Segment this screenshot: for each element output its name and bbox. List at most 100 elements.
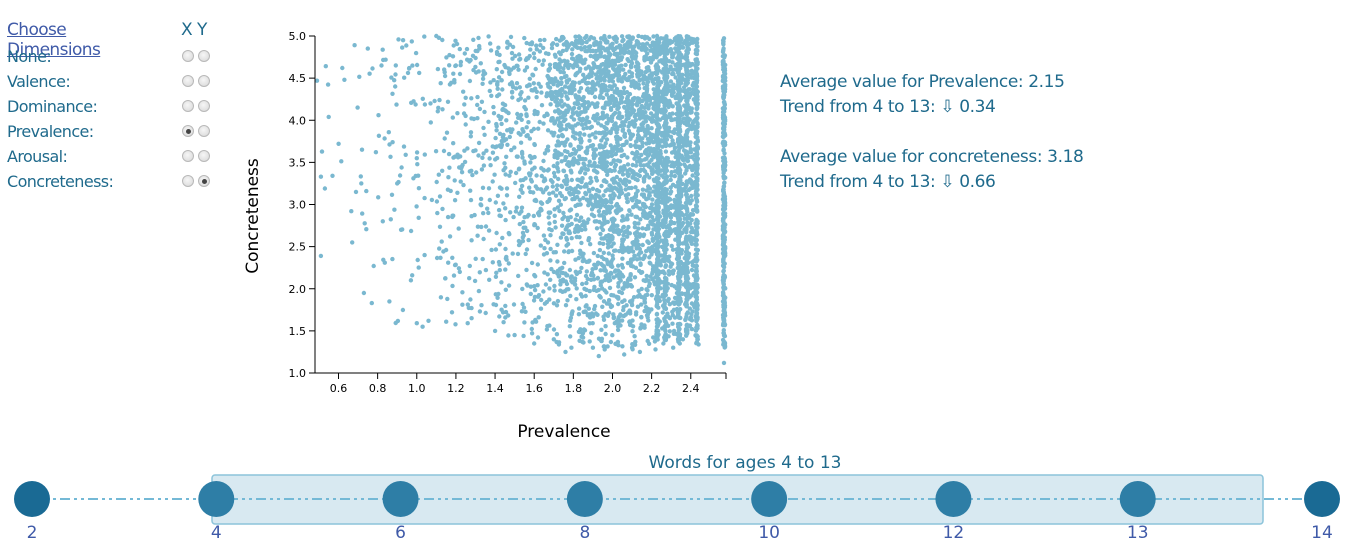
data-point — [573, 71, 579, 77]
data-point — [649, 221, 655, 227]
data-point — [511, 302, 517, 307]
data-point — [626, 231, 631, 236]
data-point — [376, 195, 381, 200]
data-point — [643, 133, 648, 138]
data-point — [588, 175, 593, 181]
data-point — [530, 73, 536, 78]
data-point — [526, 120, 531, 125]
data-point — [414, 321, 419, 326]
y-radio[interactable] — [198, 75, 210, 87]
data-point — [689, 126, 694, 132]
data-point — [623, 62, 628, 68]
data-point — [664, 321, 669, 326]
data-point — [579, 227, 584, 233]
data-point — [613, 223, 618, 228]
data-point — [613, 203, 619, 208]
data-point — [636, 107, 642, 113]
data-point — [694, 251, 700, 256]
data-point — [577, 154, 582, 159]
data-point — [490, 260, 495, 265]
data-point — [511, 214, 516, 220]
data-point — [552, 288, 557, 293]
data-point — [639, 315, 644, 320]
data-point — [548, 246, 553, 252]
data-point — [564, 237, 570, 242]
data-point — [685, 45, 690, 51]
data-point — [663, 246, 668, 252]
data-point — [521, 129, 526, 134]
data-point — [654, 112, 660, 117]
data-point — [571, 129, 576, 135]
data-point — [370, 66, 375, 71]
data-point — [532, 287, 538, 293]
data-point — [510, 95, 515, 100]
data-point — [640, 211, 646, 216]
data-point — [596, 121, 601, 126]
data-point — [572, 43, 577, 48]
y-radio[interactable] — [198, 150, 210, 162]
data-point — [555, 259, 560, 264]
x-radio[interactable] — [182, 100, 194, 112]
y-radio[interactable] — [198, 100, 210, 112]
y-radio[interactable] — [198, 50, 210, 62]
data-point — [688, 212, 693, 217]
data-point — [644, 308, 649, 314]
data-point — [684, 168, 689, 173]
data-point — [688, 165, 693, 170]
data-point — [643, 151, 648, 156]
data-point — [436, 172, 441, 177]
data-point — [451, 273, 457, 278]
data-point — [555, 205, 560, 210]
data-point — [576, 255, 581, 261]
data-point — [600, 113, 606, 118]
data-point — [687, 306, 692, 311]
data-point — [651, 102, 656, 107]
data-point — [628, 277, 633, 282]
dimension-label: Prevalence: — [7, 122, 94, 141]
data-point — [634, 257, 640, 262]
data-point — [598, 78, 603, 83]
data-point — [684, 234, 689, 239]
data-point — [543, 51, 549, 56]
data-point — [602, 219, 607, 224]
x-radio[interactable] — [182, 175, 194, 187]
data-point — [376, 133, 382, 138]
data-point — [450, 283, 455, 289]
data-point — [577, 89, 582, 94]
data-point — [497, 52, 502, 58]
x-radio[interactable] — [182, 75, 194, 87]
data-point — [409, 100, 414, 106]
data-point — [721, 203, 727, 208]
data-point — [623, 71, 628, 77]
data-point — [564, 73, 569, 79]
data-point — [619, 262, 625, 268]
data-point — [545, 144, 551, 149]
data-point — [671, 328, 677, 334]
data-point — [459, 170, 465, 175]
data-point — [549, 42, 555, 47]
data-point — [610, 152, 615, 158]
data-point — [659, 190, 664, 195]
x-radio[interactable] — [182, 50, 194, 62]
y-radio[interactable] — [198, 175, 210, 187]
y-radio[interactable] — [198, 125, 210, 137]
data-point — [612, 146, 617, 151]
data-point — [644, 197, 649, 202]
data-point — [534, 173, 539, 178]
choose-dimensions-link[interactable]: Choose Dimensions — [7, 20, 101, 60]
data-point — [683, 133, 688, 138]
data-point — [552, 52, 558, 57]
data-point — [613, 110, 618, 116]
data-point — [584, 287, 589, 292]
data-point — [563, 303, 569, 308]
x-radio[interactable] — [182, 125, 194, 137]
data-point — [460, 290, 465, 295]
data-point — [676, 112, 681, 118]
x-radio[interactable] — [182, 150, 194, 162]
data-point — [629, 302, 635, 308]
data-point — [542, 301, 548, 306]
data-point — [650, 270, 655, 275]
data-point — [663, 216, 668, 222]
data-point — [614, 130, 619, 135]
data-point — [577, 112, 582, 117]
